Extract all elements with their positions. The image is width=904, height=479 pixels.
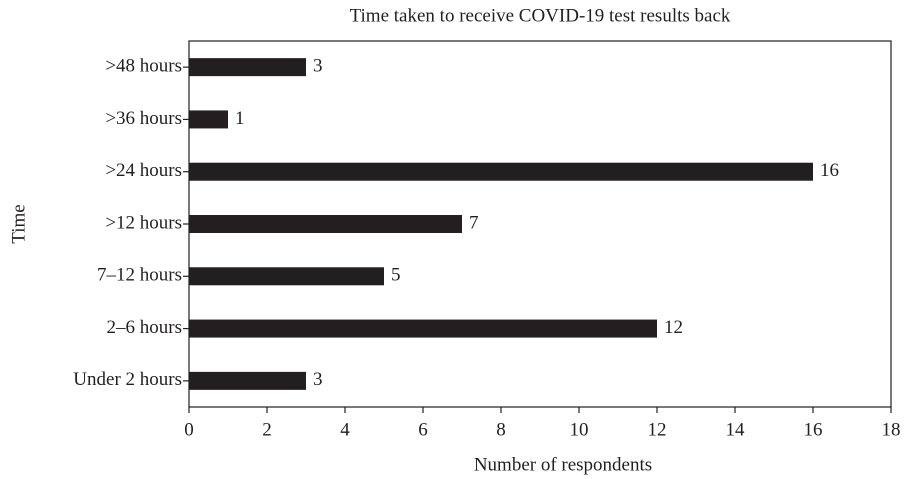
bar <box>189 371 306 390</box>
bar <box>189 58 306 77</box>
x-tick-label: 0 <box>184 419 194 440</box>
data-label: 7 <box>469 212 479 233</box>
y-tick-label: >36 hours <box>105 108 182 129</box>
x-axis-label: Number of respondents <box>474 454 652 475</box>
y-tick-label: Under 2 hours <box>73 369 182 390</box>
x-tick-label: 2 <box>262 419 272 440</box>
data-label: 3 <box>313 369 323 390</box>
y-tick-label: >24 hours <box>105 160 182 181</box>
y-tick-label: 2–6 hours <box>107 317 182 338</box>
x-tick-label: 6 <box>418 419 428 440</box>
data-label: 1 <box>235 108 245 129</box>
bar <box>189 319 657 338</box>
bar <box>189 215 462 233</box>
data-label: 3 <box>313 56 323 77</box>
data-label: 5 <box>391 265 401 286</box>
x-tick-label: 12 <box>648 419 667 440</box>
data-label: 16 <box>820 160 839 181</box>
x-tick-label: 16 <box>804 419 823 440</box>
x-tick-label: 14 <box>726 419 746 440</box>
bar <box>189 110 228 129</box>
data-label: 12 <box>664 317 683 338</box>
x-tick-label: 8 <box>496 419 506 440</box>
x-tick-label: 10 <box>570 419 589 440</box>
y-tick-label: >12 hours <box>105 212 182 233</box>
y-tick-label: 7–12 hours <box>97 265 182 286</box>
bar <box>189 267 384 286</box>
y-tick-label: >48 hours <box>105 56 182 77</box>
bar <box>189 162 813 181</box>
x-tick-label: 4 <box>340 419 350 440</box>
x-tick-label: 18 <box>882 419 901 440</box>
chart-title: Time taken to receive COVID-19 test resu… <box>350 5 731 26</box>
y-axis-label: Time <box>8 204 29 243</box>
